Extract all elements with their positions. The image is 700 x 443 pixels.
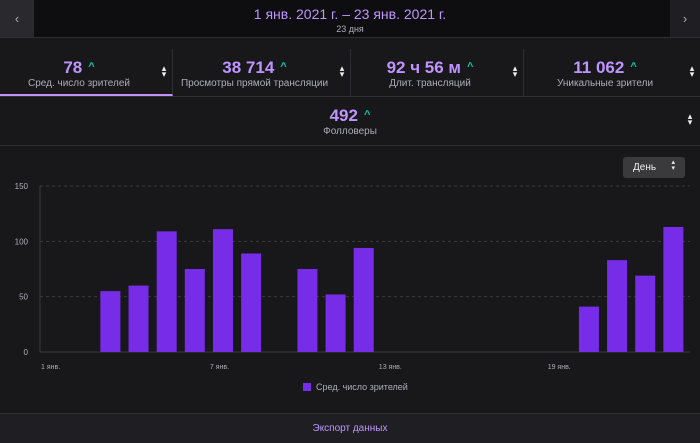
y-tick-label: 150 xyxy=(15,182,29,191)
stat-label: Длит. трансляций xyxy=(389,78,471,89)
trend-up-icon: ^ xyxy=(630,61,637,73)
x-tick-label: 19 янв. xyxy=(548,364,571,371)
stat-value: 11 062 xyxy=(573,58,625,77)
stat-label: Просмотры прямой трансляции xyxy=(180,78,329,89)
dropdown-value: День xyxy=(633,162,657,173)
days-count: 23 дня xyxy=(336,24,364,34)
stat-label: Сред. число зрителей xyxy=(27,78,130,89)
bar xyxy=(100,291,121,352)
sort-icon[interactable]: ▴ ▾ xyxy=(689,63,695,79)
date-range[interactable]: 1 янв. 2021 г. – 23 янв. 2021 г. xyxy=(253,6,447,22)
bar xyxy=(663,226,684,352)
bar xyxy=(212,229,233,352)
chart-legend[interactable]: Сред. число зрителей xyxy=(303,382,408,392)
chevron-right-icon: › xyxy=(682,11,688,26)
stat-live-views[interactable]: 38 714 ^ Просмотры прямой трансляции ▴ ▾ xyxy=(173,49,351,96)
date-header: ‹ 1 янв. 2021 г. – 23 янв. 2021 г. 23 дн… xyxy=(0,0,700,38)
stat-stream-duration[interactable]: 92 ч 56 м ^ Длит. трансляций ▴ ▾ xyxy=(351,49,524,96)
bar xyxy=(353,247,374,352)
sort-icon[interactable]: ▴ ▾ xyxy=(339,63,345,79)
stat-followers[interactable]: 492 ^ Фолловеры ▴ ▾ xyxy=(0,97,700,144)
stat-avg-viewers[interactable]: 78 ^ Сред. число зрителей ▴ ▾ xyxy=(0,49,173,96)
chevron-updown-icon: ▴ ▾ xyxy=(671,159,675,172)
bar xyxy=(607,260,628,352)
bar xyxy=(635,275,656,352)
trend-up-icon: ^ xyxy=(467,61,474,73)
sort-icon[interactable]: ▴ ▾ xyxy=(512,63,518,79)
y-tick-label: 100 xyxy=(15,237,29,246)
legend-label: Сред. число зрителей xyxy=(316,382,408,392)
stat-unique-viewers[interactable]: 11 062 ^ Уникальные зрители ▴ ▾ xyxy=(524,49,700,96)
stat-value: 92 ч 56 м xyxy=(386,58,461,77)
stat-label: Уникальные зрители xyxy=(556,78,654,89)
stats-row: 78 ^ Сред. число зрителей ▴ ▾ 38 714 ^ Прос… xyxy=(0,49,700,96)
next-period-button[interactable]: › xyxy=(670,0,700,37)
trend-up-icon: ^ xyxy=(88,61,95,73)
sort-icon[interactable]: ▴ ▾ xyxy=(687,111,693,127)
x-tick-label: 7 янв. xyxy=(210,364,229,371)
prev-period-button[interactable]: ‹ xyxy=(0,0,34,37)
bar xyxy=(578,306,599,352)
x-tick-label: 13 янв. xyxy=(379,364,402,371)
trend-up-icon: ^ xyxy=(363,109,371,121)
x-tick-label: 1 янв. xyxy=(41,364,60,371)
bar xyxy=(297,269,318,352)
stat-value: 492 xyxy=(329,106,358,125)
stat-label: Фолловеры xyxy=(323,126,377,137)
trend-up-icon: ^ xyxy=(280,61,287,73)
bar xyxy=(241,253,262,352)
y-tick-label: 50 xyxy=(19,293,28,302)
chevron-left-icon: ‹ xyxy=(14,11,20,26)
stat-value: 38 714 xyxy=(222,58,275,77)
stat-value: 78 xyxy=(63,58,83,77)
bar xyxy=(184,269,205,352)
y-tick-label: 0 xyxy=(24,348,29,357)
stats-row-2: 492 ^ Фолловеры ▴ ▾ xyxy=(0,96,700,146)
legend-swatch xyxy=(303,383,311,391)
bar xyxy=(325,294,346,352)
export-data-button[interactable]: Экспорт данных xyxy=(0,413,700,443)
bar xyxy=(156,231,177,352)
granularity-dropdown[interactable]: День ▴ ▾ xyxy=(623,157,685,178)
viewers-bar-chart: 0 50 100 150 1 янв. 7 янв. 13 янв. 19 янв. xyxy=(15,182,690,371)
bar xyxy=(128,285,149,352)
sort-icon[interactable]: ▴ ▾ xyxy=(161,63,167,79)
export-label: Экспорт данных xyxy=(312,423,388,434)
